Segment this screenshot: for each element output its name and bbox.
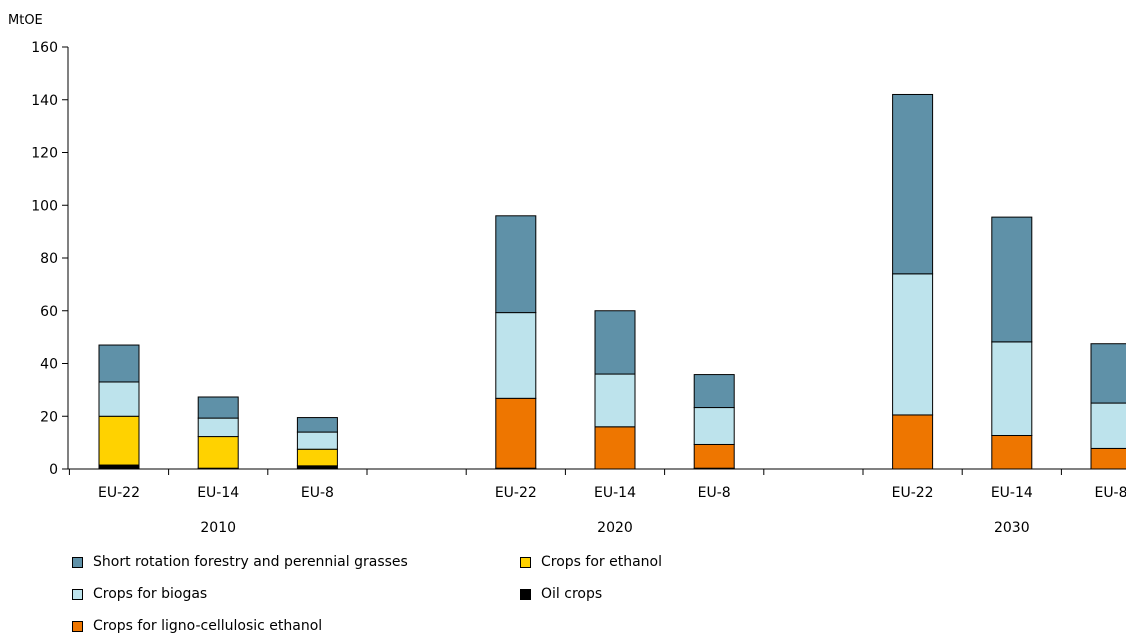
bar-segment-crops-for-biogas	[1090, 402, 1126, 449]
legend-item-crops-for-biogas: Crops for biogas	[72, 584, 207, 604]
bar-segment-oil-crops	[98, 464, 140, 470]
x-group-label-2020: 2020	[597, 520, 633, 536]
y-tick-label: 60	[40, 304, 58, 320]
legend-swatch-crops-for-biogas	[72, 588, 83, 600]
bars	[98, 93, 1126, 470]
y-tick-label: 120	[31, 146, 58, 162]
bar-segment-crops-for-ligno-cellulosic-ethanol	[693, 443, 735, 469]
y-tick-label: 160	[31, 40, 58, 56]
bar-segment-short-rotation-forestry-and-perennial-grasses	[892, 93, 934, 275]
bar-segment-short-rotation-forestry-and-perennial-grasses	[693, 374, 735, 409]
x-category-label: EU-14	[197, 485, 239, 501]
bar-segment-crops-for-ethanol	[197, 436, 239, 469]
y-tick-label: 100	[31, 198, 58, 214]
bar-segment-crops-for-ethanol	[296, 448, 338, 467]
bar-segment-short-rotation-forestry-and-perennial-grasses	[594, 310, 636, 375]
bar-segment-crops-for-ligno-cellulosic-ethanol	[991, 435, 1033, 470]
legend-item-ligno-cellulosic: Crops for ligno-cellulosic ethanol	[72, 616, 322, 636]
legend-label-short-rotation-forestry: Short rotation forestry and perennial gr…	[93, 554, 408, 570]
bar-segment-short-rotation-forestry-and-perennial-grasses	[495, 215, 537, 314]
bar-segment-crops-for-ethanol	[98, 415, 140, 466]
legend-label-oil-crops: Oil crops	[541, 586, 603, 602]
x-group-label-2030: 2030	[994, 520, 1030, 536]
y-tick-label: 40	[40, 357, 58, 373]
bar-segment-crops-for-biogas	[197, 417, 239, 438]
legend: Short rotation forestry and perennial gr…	[72, 545, 772, 634]
bar-segment-crops-for-biogas	[693, 407, 735, 445]
y-axis-unit-label: MtOE	[8, 13, 43, 28]
x-category-label: EU-22	[892, 485, 934, 501]
y-tick-label: 80	[40, 251, 58, 267]
bar-segment-crops-for-biogas	[296, 431, 338, 450]
bar-segment-short-rotation-forestry-and-perennial-grasses	[1090, 343, 1126, 404]
legend-item-oil-crops: Oil crops	[520, 584, 602, 604]
x-category-label: EU-22	[98, 485, 140, 501]
bar-segment-crops-for-biogas	[495, 312, 537, 399]
bar-segment-crops-for-biogas	[991, 341, 1033, 437]
bar-segment-short-rotation-forestry-and-perennial-grasses	[98, 344, 140, 383]
x-category-label: EU-8	[1094, 485, 1126, 501]
y-tick-label: 0	[49, 462, 58, 478]
bar-segment-crops-for-biogas	[98, 381, 140, 417]
x-category-label: EU-14	[594, 485, 636, 501]
legend-label-crops-for-ethanol: Crops for ethanol	[541, 554, 663, 570]
bar-segment-crops-for-biogas	[892, 273, 934, 416]
legend-item-crops-for-ethanol: Crops for ethanol	[520, 552, 662, 572]
bar-segment-short-rotation-forestry-and-perennial-grasses	[991, 216, 1033, 343]
y-tick-label: 140	[31, 93, 58, 109]
bar-segment-short-rotation-forestry-and-perennial-grasses	[197, 396, 239, 419]
legend-label-crops-for-biogas: Crops for biogas	[93, 586, 208, 602]
x-category-label: EU-8	[301, 485, 334, 501]
bar-segment-crops-for-ligno-cellulosic-ethanol	[495, 397, 537, 469]
legend-item-short-rotation-forestry: Short rotation forestry and perennial gr…	[72, 552, 408, 572]
x-category-label: EU-22	[495, 485, 537, 501]
bar-segment-crops-for-ligno-cellulosic-ethanol	[1090, 447, 1126, 470]
x-group-label-2010: 2010	[200, 520, 236, 536]
legend-swatch-oil-crops	[520, 588, 531, 600]
bar-segment-crops-for-ligno-cellulosic-ethanol	[594, 426, 636, 470]
y-tick-label: 20	[40, 409, 58, 425]
legend-swatch-short-rotation-forestry	[72, 556, 83, 568]
legend-label-ligno-cellulosic: Crops for ligno-cellulosic ethanol	[93, 618, 323, 634]
x-category-label: EU-8	[698, 485, 731, 501]
bar-segment-short-rotation-forestry-and-perennial-grasses	[296, 417, 338, 433]
legend-swatch-ligno-cellulosic	[72, 620, 83, 632]
bar-segment-crops-for-ligno-cellulosic-ethanol	[892, 414, 934, 470]
y-axis: 0 20 40 60 80 100 120 140 160	[31, 40, 69, 478]
legend-swatch-crops-for-ethanol	[520, 556, 531, 568]
bar-segment-crops-for-biogas	[594, 373, 636, 428]
x-axis: EU-22 EU-14 EU-8 2010 EU-22 EU-14 EU-8 2020 EU-2…	[68, 468, 1126, 536]
x-category-label: EU-14	[991, 485, 1033, 501]
